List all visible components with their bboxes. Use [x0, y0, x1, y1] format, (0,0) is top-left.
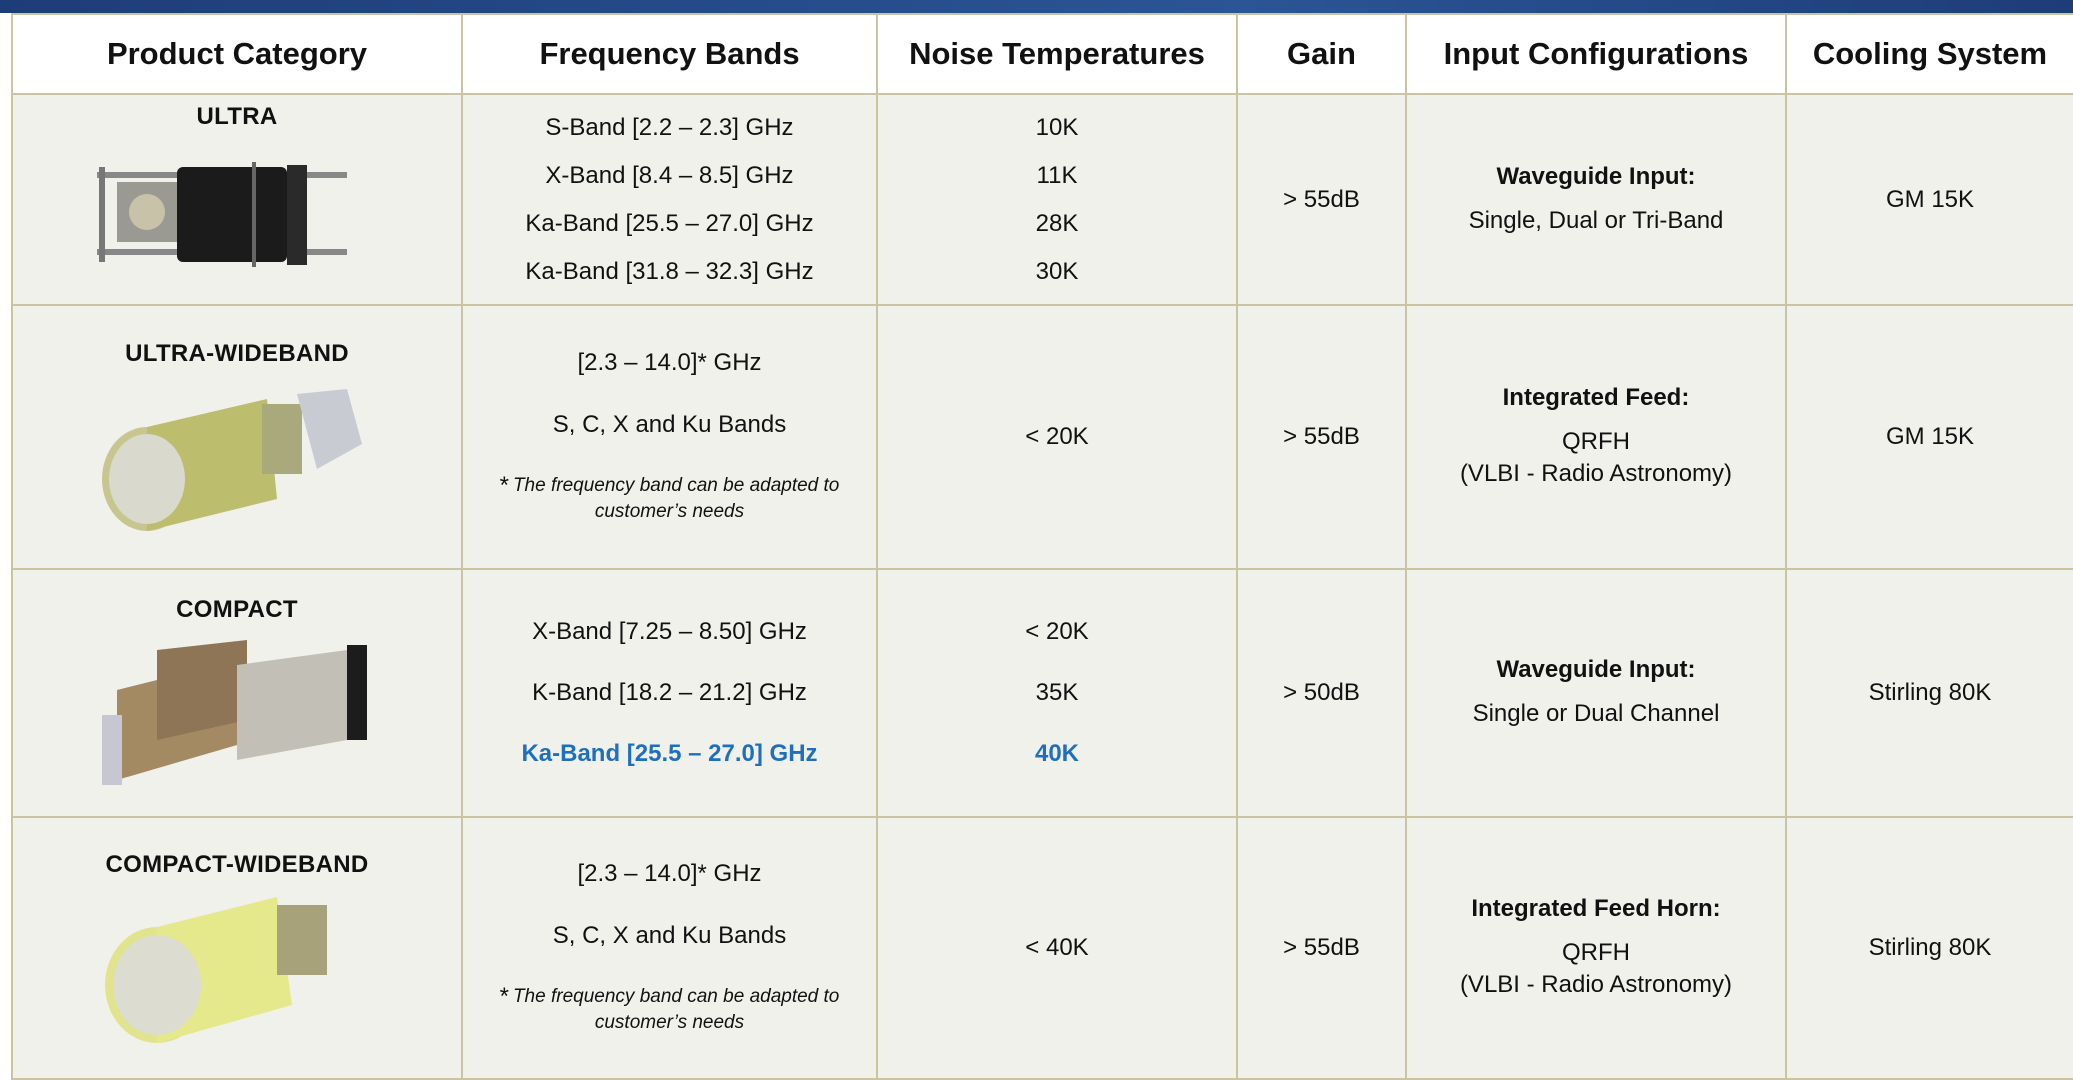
- frequency-stack: [2.3 – 14.0]* GHz S, C, X and Ku Bands *Th…: [463, 349, 876, 525]
- column-header: Product Category: [12, 14, 462, 94]
- top-bar: [0, 0, 2073, 13]
- frequency-cell: S-Band [2.2 – 2.3] GHz X-Band [8.4 – 8.5]…: [462, 94, 877, 305]
- product-category: COMPACT-WIDEBAND: [13, 851, 461, 879]
- noise-line: < 20K: [1025, 618, 1088, 646]
- page: Product CategoryFrequency BandsNoise Tem…: [0, 0, 2073, 1063]
- band-line: [2.3 – 14.0]* GHz: [577, 349, 761, 377]
- frequency-stack: S-Band [2.2 – 2.3] GHz X-Band [8.4 – 8.5]…: [463, 114, 876, 286]
- input-config-cell: Waveguide Input: Single, Dual or Tri-Band: [1406, 94, 1786, 305]
- noise-line: 10K: [1036, 114, 1079, 142]
- column-header: Input Configurations: [1406, 14, 1786, 94]
- product-category: ULTRA: [13, 103, 461, 131]
- noise-cell: 10K 11K 28K 30K: [877, 94, 1237, 305]
- band-line: Ka-Band [25.5 – 27.0] GHz: [521, 740, 817, 768]
- gain-cell: > 55dB: [1237, 305, 1406, 569]
- product-image: [13, 885, 461, 1045]
- noise-line: 30K: [1036, 258, 1079, 286]
- product-cell: ULTRA: [12, 94, 462, 305]
- table-row: ULTRA S-Band [2.2 – 2.3] GHz X-Band [8.4 …: [12, 94, 2073, 305]
- product-image: [13, 630, 461, 790]
- noise-line: 11K: [1037, 162, 1078, 190]
- config-title: Waveguide Input:: [1407, 656, 1785, 684]
- band-line: [2.3 – 14.0]* GHz: [577, 860, 761, 888]
- cooling-cell: Stirling 80K: [1786, 817, 2073, 1079]
- note-mark: *: [500, 983, 509, 1010]
- table-row: ULTRA-WIDEBAND [2.3 – 14.0]* GHz S, C, X …: [12, 305, 2073, 569]
- note-text: The frequency band can be adapted to cus…: [513, 986, 839, 1033]
- column-header: Frequency Bands: [462, 14, 877, 94]
- note-text: The frequency band can be adapted to cus…: [513, 475, 839, 522]
- product-image: [13, 374, 461, 534]
- product-cell: COMPACT-WIDEBAND: [12, 817, 462, 1079]
- noise-line: 28K: [1036, 210, 1079, 238]
- frequency-stack: X-Band [7.25 – 8.50] GHz K-Band [18.2 – 2…: [463, 618, 876, 768]
- config-line: (VLBI - Radio Astronomy): [1407, 458, 1785, 490]
- column-header: Gain: [1237, 14, 1406, 94]
- table-row: COMPACT-WIDEBAND [2.3 – 14.0]* GHz S, C, …: [12, 817, 2073, 1079]
- config-line: (VLBI - Radio Astronomy): [1407, 969, 1785, 1001]
- config-title: Waveguide Input:: [1407, 163, 1785, 191]
- device-illustration: [77, 630, 397, 790]
- note: *The frequency band can be adapted to cu…: [463, 473, 876, 525]
- cooling-cell: GM 15K: [1786, 94, 2073, 305]
- product-category: ULTRA-WIDEBAND: [13, 340, 461, 368]
- frequency-cell: [2.3 – 14.0]* GHz S, C, X and Ku Bands *Th…: [462, 817, 877, 1079]
- noise-line: < 40K: [1025, 934, 1088, 962]
- band-line: Ka-Band [31.8 – 32.3] GHz: [525, 258, 813, 286]
- cooling-cell: Stirling 80K: [1786, 569, 2073, 817]
- input-config-cell: Integrated Feed Horn: QRFH(VLBI - Radio A…: [1406, 817, 1786, 1079]
- gain-cell: > 50dB: [1237, 569, 1406, 817]
- input-config-cell: Integrated Feed: QRFH(VLBI - Radio Astron…: [1406, 305, 1786, 569]
- noise-stack: < 20K 35K 40K: [878, 618, 1236, 768]
- band-line: S, C, X and Ku Bands: [553, 922, 786, 950]
- band-line: X-Band [7.25 – 8.50] GHz: [532, 618, 807, 646]
- noise-line: 40K: [1035, 740, 1079, 768]
- device-illustration: [77, 137, 397, 297]
- column-header: Cooling System: [1786, 14, 2073, 94]
- gain-cell: > 55dB: [1237, 94, 1406, 305]
- band-line: K-Band [18.2 – 21.2] GHz: [532, 679, 807, 707]
- column-header: Noise Temperatures: [877, 14, 1237, 94]
- config-line: Single or Dual Channel: [1407, 698, 1785, 730]
- product-cell: ULTRA-WIDEBAND: [12, 305, 462, 569]
- note: *The frequency band can be adapted to cu…: [463, 984, 876, 1036]
- product-image: [13, 137, 461, 297]
- frequency-cell: [2.3 – 14.0]* GHz S, C, X and Ku Bands *Th…: [462, 305, 877, 569]
- band-line: Ka-Band [25.5 – 27.0] GHz: [525, 210, 813, 238]
- device-illustration: [77, 885, 397, 1045]
- frequency-cell: X-Band [7.25 – 8.50] GHz K-Band [18.2 – 2…: [462, 569, 877, 817]
- band-line: X-Band [8.4 – 8.5] GHz: [545, 162, 793, 190]
- gain-cell: > 55dB: [1237, 817, 1406, 1079]
- noise-cell: < 20K: [877, 305, 1237, 569]
- config-line: QRFH: [1407, 937, 1785, 969]
- frequency-stack: [2.3 – 14.0]* GHz S, C, X and Ku Bands *Th…: [463, 860, 876, 1036]
- noise-cell: < 40K: [877, 817, 1237, 1079]
- config-line: QRFH: [1407, 426, 1785, 458]
- config-title: Integrated Feed Horn:: [1407, 895, 1785, 923]
- noise-stack: < 20K: [878, 423, 1236, 451]
- noise-line: 35K: [1036, 679, 1079, 707]
- product-cell: COMPACT: [12, 569, 462, 817]
- product-category: COMPACT: [13, 596, 461, 624]
- noise-line: < 20K: [1025, 423, 1088, 451]
- config-line: Single, Dual or Tri-Band: [1407, 205, 1785, 237]
- device-illustration: [77, 374, 397, 534]
- band-line: S-Band [2.2 – 2.3] GHz: [545, 114, 793, 142]
- noise-stack: < 40K: [878, 934, 1236, 962]
- input-config-cell: Waveguide Input: Single or Dual Channel: [1406, 569, 1786, 817]
- noise-cell: < 20K 35K 40K: [877, 569, 1237, 817]
- cooling-cell: GM 15K: [1786, 305, 2073, 569]
- noise-stack: 10K 11K 28K 30K: [878, 114, 1236, 286]
- band-line: S, C, X and Ku Bands: [553, 411, 786, 439]
- note-mark: *: [500, 472, 509, 499]
- table-row: COMPACT X-Band [7.25 – 8.50] GHz K-Band […: [12, 569, 2073, 817]
- config-title: Integrated Feed:: [1407, 384, 1785, 412]
